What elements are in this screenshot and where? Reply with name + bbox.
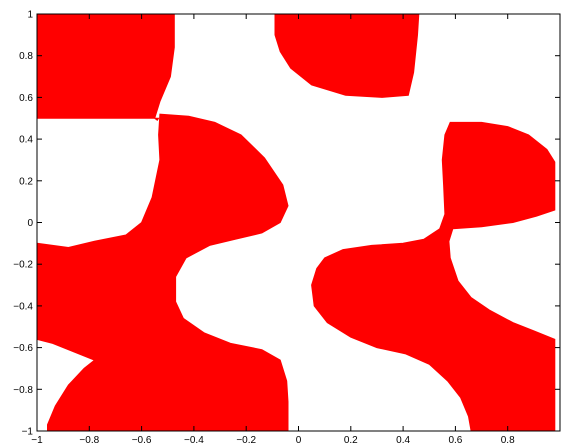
y-tick-label: −0.2 xyxy=(13,260,33,271)
y-tick-label: 1 xyxy=(27,10,33,21)
y-tick-label: 0 xyxy=(27,218,33,229)
region-right-center-s xyxy=(311,121,556,431)
x-tick-label: 0.4 xyxy=(396,435,410,446)
y-tick-label: −1 xyxy=(22,427,34,438)
y-axis: −1 −0.8 −0.6 −0.4 −0.2 0 0.2 0.4 0.6 0.8 1 xyxy=(13,10,560,438)
region-top-left-block xyxy=(37,14,175,122)
region-left-center-s xyxy=(37,113,289,431)
x-tick-label: −0.8 xyxy=(79,435,99,446)
y-tick-label: 0.4 xyxy=(19,135,33,146)
x-tick-label: −0.6 xyxy=(132,435,152,446)
y-tick-label: −0.8 xyxy=(13,385,33,396)
x-tick-label: −1 xyxy=(31,435,43,446)
y-tick-label: −0.4 xyxy=(13,301,33,312)
x-axis: −1 −0.8 −0.6 −0.4 −0.2 0 0.2 0.4 0.6 0.8 xyxy=(31,14,515,446)
y-tick-label: 0.2 xyxy=(19,176,33,187)
x-tick-label: 0.6 xyxy=(448,435,462,446)
x-tick-label: −0.4 xyxy=(184,435,204,446)
x-tick-label: −0.2 xyxy=(236,435,256,446)
x-tick-label: 0.2 xyxy=(344,435,358,446)
y-tick-label: 0.8 xyxy=(19,51,33,62)
region-top-center-lobe xyxy=(274,14,420,98)
y-tick-label: 0.6 xyxy=(19,93,33,104)
x-tick-label: 0 xyxy=(296,435,302,446)
x-tick-label: 0.8 xyxy=(501,435,515,446)
filled-regions xyxy=(37,14,556,431)
y-tick-label: −0.6 xyxy=(13,343,33,354)
